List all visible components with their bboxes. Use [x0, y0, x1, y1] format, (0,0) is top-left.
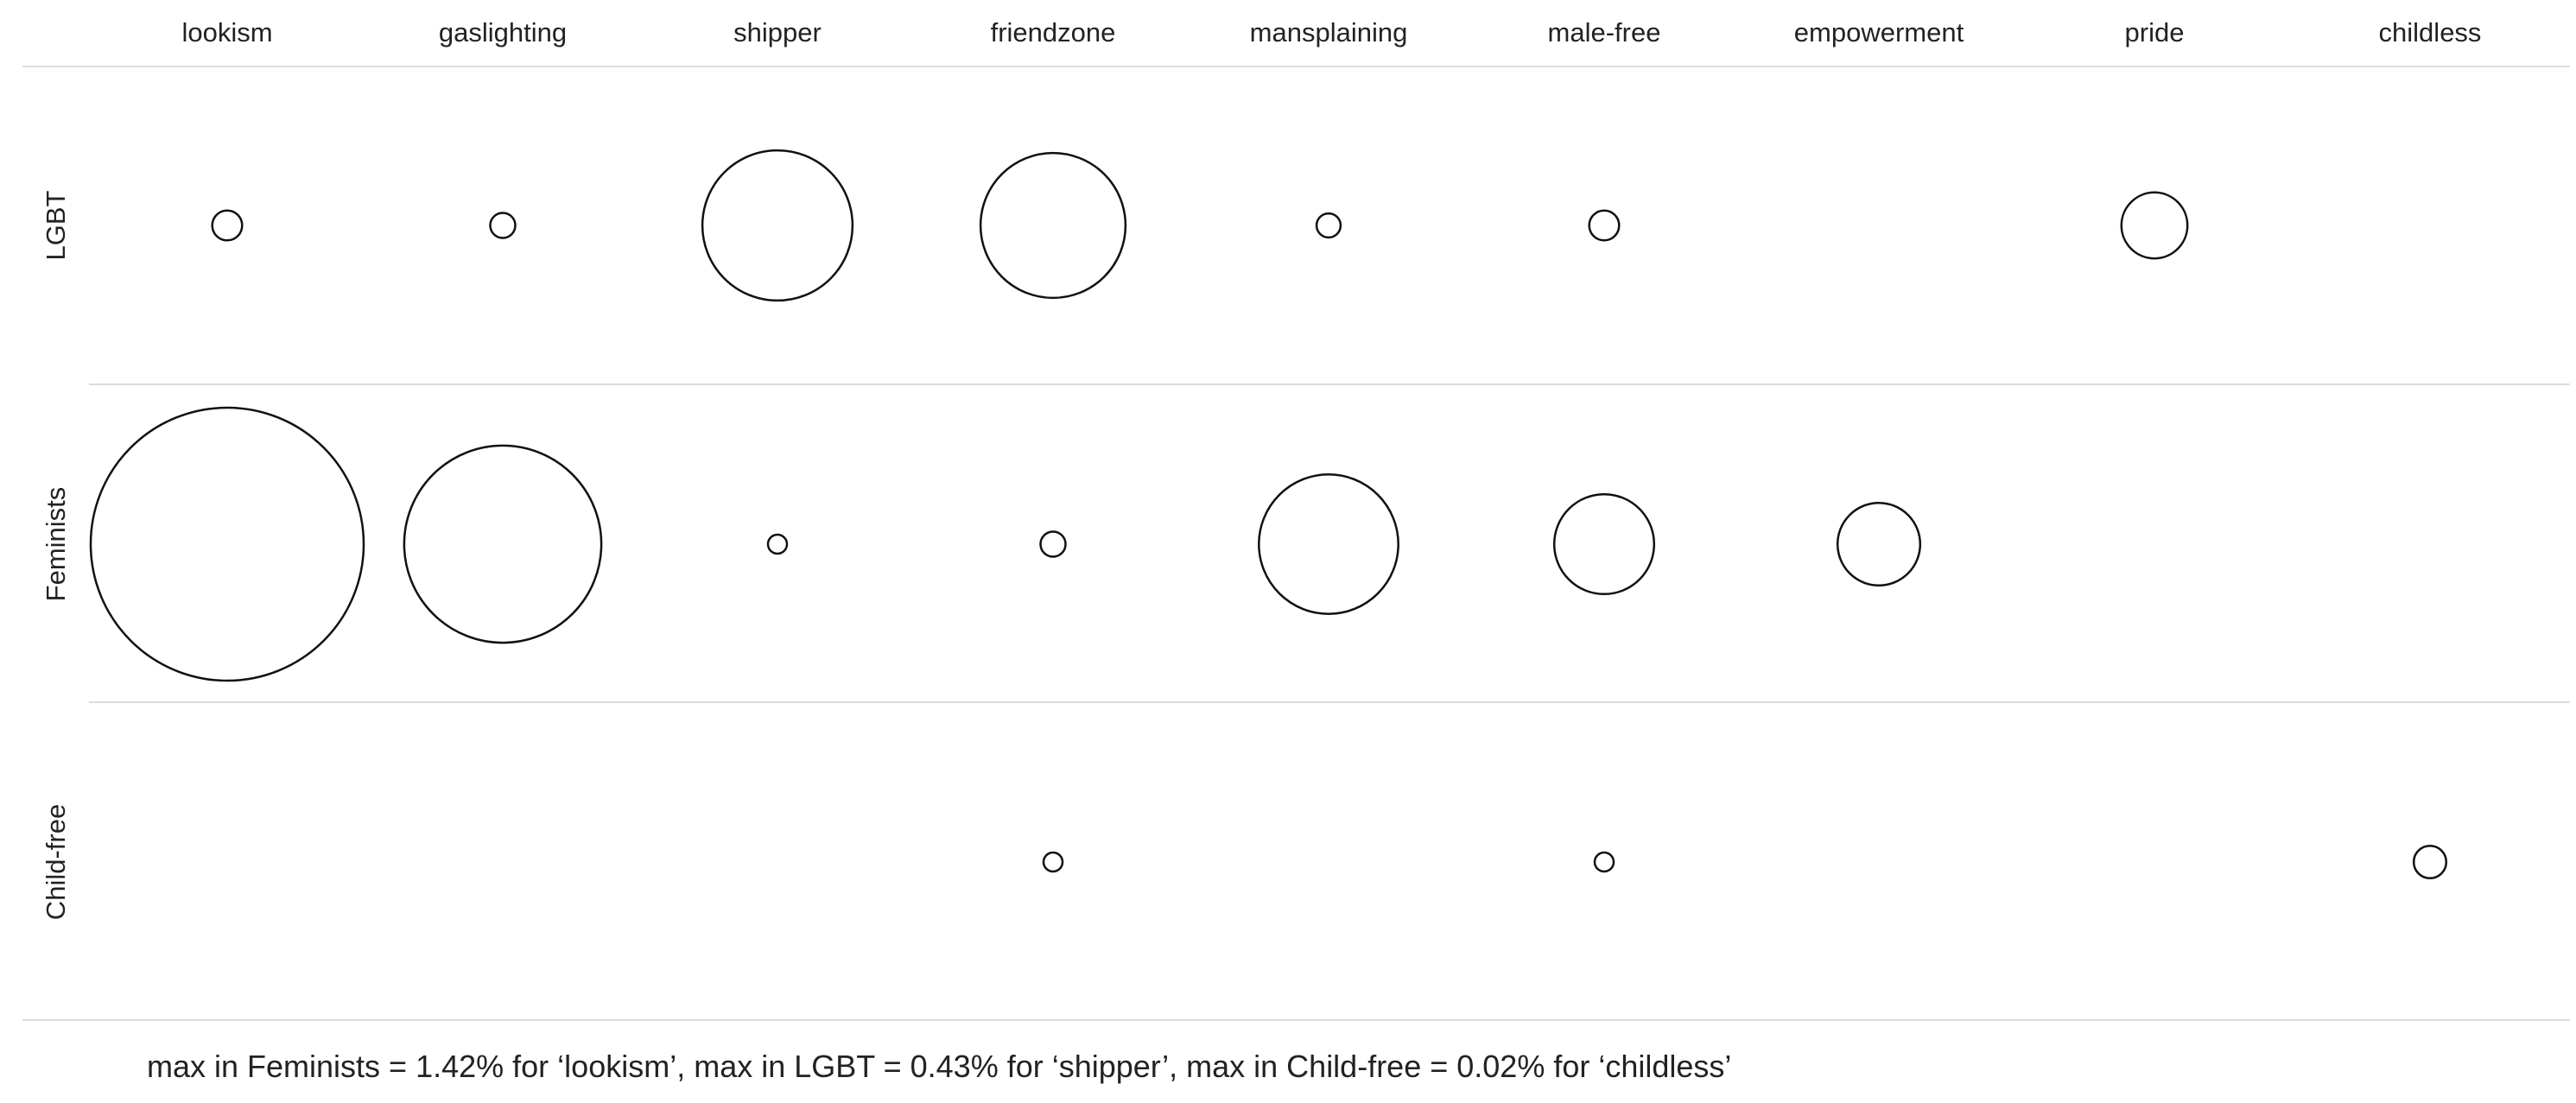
column-label-pride: pride — [2125, 17, 2185, 48]
bubble-feminists-lookism — [89, 406, 365, 682]
column-label-shipper: shipper — [733, 17, 822, 48]
bubble-lgbt-mansplaining — [1315, 212, 1342, 239]
row-label-child-free: Child-free — [41, 804, 71, 920]
bubble-lgbt-shipper — [701, 149, 854, 302]
column-labels: lookism gaslighting shipper friendzone mansp… — [181, 17, 2481, 48]
bubble-feminists-mansplaining — [1258, 473, 1399, 615]
bubble-child-free-male-free — [1593, 851, 1615, 873]
bubble-feminists-empowerment — [1836, 501, 1922, 587]
column-label-lookism: lookism — [181, 17, 272, 48]
bubble-lgbt-male-free — [1588, 209, 1621, 242]
bubble-lgbt-friendzone — [979, 151, 1127, 300]
column-label-gaslighting: gaslighting — [439, 17, 567, 48]
bubble-child-free-childless — [2412, 844, 2448, 880]
row-label-lgbt: LGBT — [41, 190, 71, 260]
row-labels: LGBT Feminists Child-free — [41, 190, 71, 920]
row-label-feminists: Feminists — [41, 487, 71, 602]
column-label-empowerment: empowerment — [1794, 17, 1964, 48]
bubble-feminists-male-free — [1552, 492, 1656, 596]
column-label-mansplaining: mansplaining — [1250, 17, 1408, 48]
bubble-feminists-shipper — [766, 533, 789, 555]
column-label-male-free: male-free — [1548, 17, 1661, 48]
column-label-childless: childless — [2379, 17, 2482, 48]
column-label-friendzone: friendzone — [991, 17, 1116, 48]
bubble-feminists-gaslighting — [403, 444, 603, 644]
bubble-lgbt-pride — [2120, 191, 2189, 260]
bubble-child-free-friendzone — [1042, 851, 1064, 873]
grid-lines — [22, 66, 2570, 1021]
bubble-feminists-friendzone — [1039, 530, 1067, 558]
bubble-lgbt-gaslighting — [489, 212, 517, 239]
chart-caption: max in Feminists = 1.42% for ‘lookism’, … — [147, 1049, 1731, 1084]
bubbles — [89, 149, 2448, 880]
bubble-lgbt-lookism — [211, 209, 244, 242]
